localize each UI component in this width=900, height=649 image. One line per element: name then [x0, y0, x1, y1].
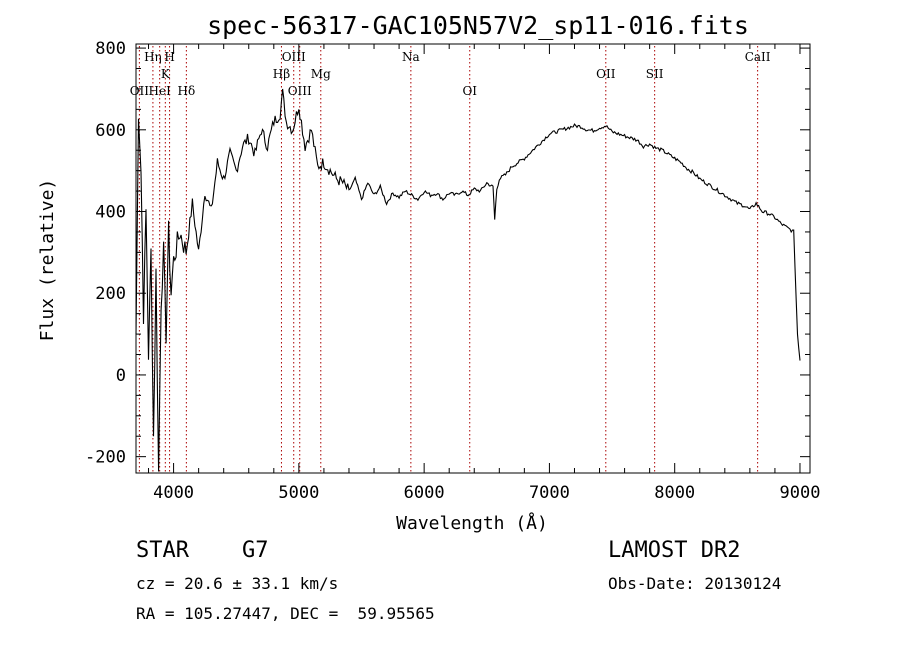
spectral-class: STAR [136, 538, 189, 563]
redshift-cz: cz = 20.6 ± 33.1 km/s [136, 574, 339, 593]
line-marker-label: Mg [311, 67, 331, 81]
observation-date: Obs-Date: 20130124 [608, 574, 782, 593]
line-marker-label: SII [646, 67, 664, 81]
line-marker-label: Hβ [273, 67, 290, 81]
y-tick-label: 200 [95, 284, 126, 304]
line-markers: OII Hη HeI KH Hδ Hβ OIII OIII Mg Na OI OII SII CaII [130, 46, 771, 473]
x-axis-label: Wavelength (Å) [396, 512, 548, 534]
y-tick-label: 400 [95, 203, 126, 223]
x-tick-label: 9000 [780, 483, 821, 503]
y-tick-label: -200 [85, 448, 126, 468]
y-tick-label: 800 [95, 39, 126, 59]
line-marker-label: HeI [149, 84, 172, 98]
line-marker-label: OII [130, 84, 150, 98]
line-marker-label: OIII [282, 50, 306, 64]
x-tick-label: 8000 [654, 483, 695, 503]
line-marker-label: OI [462, 84, 477, 98]
line-marker-label: OII [596, 67, 616, 81]
y-tick-label: 600 [95, 121, 126, 141]
x-tick-label: 6000 [404, 483, 445, 503]
y-tick-label: 0 [116, 366, 126, 386]
chart-title: spec-56317-GAC105N57V2_sp11-016.fits [207, 11, 749, 40]
line-marker-label: K [161, 67, 171, 81]
spectrum-series-line [135, 88, 801, 472]
ra-dec: RA = 105.27447, DEC = 59.95565 [136, 604, 435, 623]
line-marker-label: Na [402, 50, 420, 64]
line-marker-label: Hη [144, 50, 162, 64]
line-marker-label: CaII [745, 50, 771, 64]
y-axis-label: Flux (relative) [37, 179, 58, 342]
x-tick-label: 7000 [529, 483, 570, 503]
x-tick-label: 4000 [153, 483, 194, 503]
survey-name: LAMOST DR2 [608, 538, 741, 563]
line-marker-label: Hδ [178, 84, 196, 98]
line-marker-label: OIII [288, 84, 312, 98]
axis-ticks: 4000 5000 6000 7000 8000 9000 -200 0 200 400 600 80… [85, 39, 820, 503]
spectral-subclass: G7 [242, 538, 269, 563]
plot-frame [135, 43, 811, 474]
x-tick-label: 5000 [278, 483, 319, 503]
line-marker-label: H [164, 50, 174, 64]
